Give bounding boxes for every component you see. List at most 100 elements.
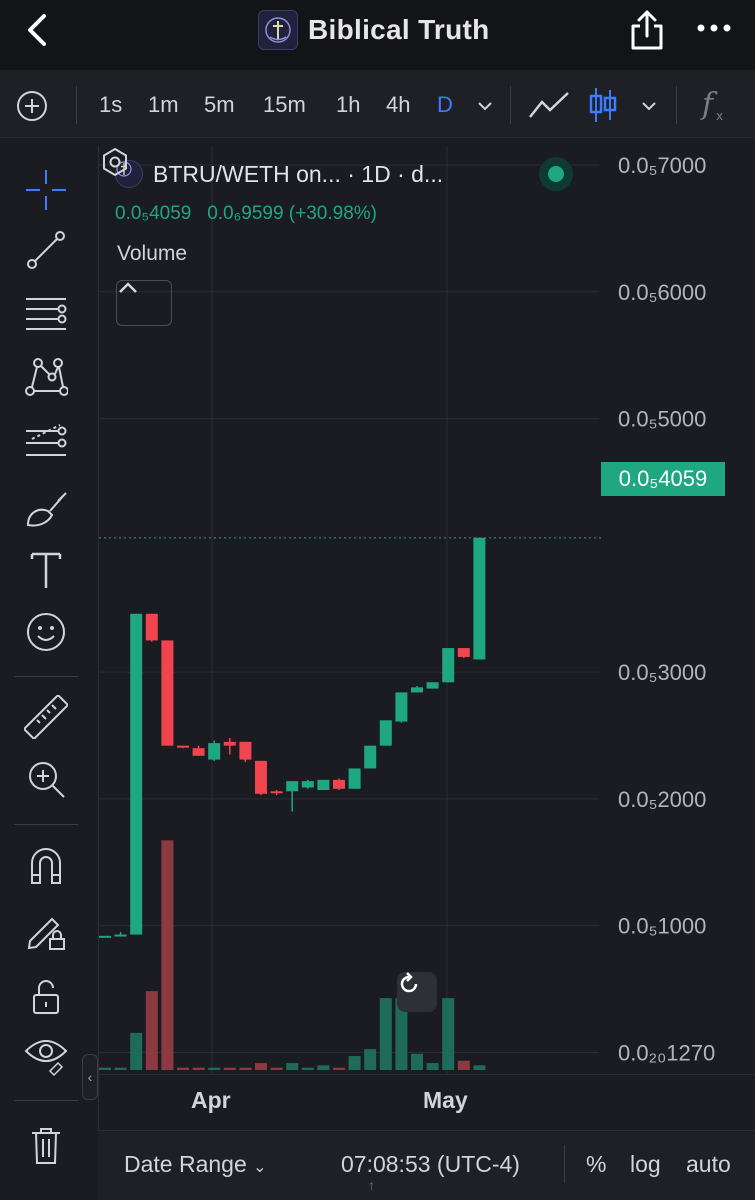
share-icon[interactable]: [628, 8, 666, 52]
ohlc-readout: 0.0₅4059 0.0₆9599 (+30.98%): [115, 203, 377, 225]
candle-body: [473, 537, 486, 660]
crosshair-icon[interactable]: [21, 165, 71, 215]
toolbar-separator: [510, 86, 511, 124]
eye-icon[interactable]: [21, 1030, 71, 1080]
interval-d[interactable]: D: [437, 92, 453, 117]
candle-body: [379, 720, 392, 746]
volume-bar: [317, 1065, 330, 1070]
candle-body: [161, 640, 174, 746]
candle-body: [99, 935, 111, 938]
volume-bar: [364, 1049, 377, 1070]
y-tick-label: 0.0₅1000: [618, 914, 706, 939]
trash-icon[interactable]: [21, 1120, 71, 1170]
date-range-button[interactable]: Date Range ⌄: [124, 1151, 267, 1178]
interval-15m[interactable]: 15m: [263, 92, 306, 117]
candles-icon[interactable]: [588, 86, 618, 124]
trend-line-icon[interactable]: [21, 225, 71, 275]
more-horizontal-icon[interactable]: [696, 16, 732, 40]
candle-body: [301, 781, 314, 788]
date-range-label: Date Range: [124, 1151, 247, 1177]
volume-bar: [301, 1067, 314, 1070]
unlock-icon[interactable]: [21, 972, 71, 1022]
toolbar-separator: [76, 86, 77, 124]
lock-drawings-icon[interactable]: [21, 906, 71, 956]
chevron-down-icon[interactable]: [476, 100, 494, 112]
zoom-icon[interactable]: [21, 754, 71, 804]
volume-bar: [395, 998, 408, 1070]
page-title-group[interactable]: Biblical Truth: [258, 10, 490, 50]
brush-icon[interactable]: [21, 484, 71, 534]
volume-label[interactable]: Volume: [117, 242, 188, 265]
reset-chart-button[interactable]: [397, 972, 437, 1012]
volume-bar: [114, 1067, 127, 1070]
volume-bar: [270, 1067, 283, 1070]
candle-body: [130, 613, 143, 935]
ruler-icon[interactable]: [21, 692, 71, 742]
interval-1s[interactable]: 1s: [99, 92, 123, 117]
candle-body: [317, 779, 330, 791]
ohlc-close: 0.0₅4059: [115, 203, 192, 224]
log-toggle[interactable]: log: [630, 1151, 661, 1177]
price-chart[interactable]: 0.0₅7000 0.0₅6000 0.0₅5000 0.0₅3000 0.0₅2000…: [99, 146, 755, 1130]
volume-bar: [333, 1067, 345, 1070]
volume-bar: [379, 998, 392, 1070]
y-tick-label: 0.0₂₀1270: [618, 1040, 715, 1065]
line-chart-icon[interactable]: [528, 90, 570, 120]
interval-1m[interactable]: 1m: [148, 92, 179, 117]
chevron-down-icon: ⌄: [253, 1159, 267, 1176]
patterns-icon[interactable]: [21, 352, 71, 402]
collapse-legend-button[interactable]: [116, 280, 172, 326]
sidebar-collapse-tab[interactable]: ‹: [82, 1054, 98, 1100]
candle-body: [208, 743, 221, 760]
token-logo: [258, 10, 298, 50]
y-tick-label: 0.0₅3000: [618, 660, 706, 685]
volume-bar: [99, 1067, 111, 1070]
chevron-left-icon[interactable]: [22, 12, 52, 48]
chart-area[interactable]: 0.0₅7000 0.0₅6000 0.0₅5000 0.0₅3000 0.0₅2000…: [98, 146, 755, 1130]
arrow-up-icon: ↑: [368, 1177, 375, 1193]
text-icon[interactable]: [21, 545, 71, 595]
candle-body: [411, 687, 423, 693]
market-status-dot: [539, 157, 573, 191]
reset-icon: [400, 972, 418, 993]
volume-bar: [255, 1063, 267, 1070]
y-tick-label: 0.0₅2000: [618, 787, 706, 812]
x-tick-label: Apr: [191, 1087, 231, 1113]
interval-4h[interactable]: 4h: [386, 92, 411, 117]
percent-toggle[interactable]: %: [586, 1151, 607, 1177]
bottom-bar: Date Range ⌄ 07:08:53 (UTC-4) % log auto…: [98, 1130, 755, 1200]
candle-body: [457, 648, 470, 657]
volume-bar: [457, 1060, 470, 1070]
volume-bar: [130, 1032, 143, 1070]
candle-body: [223, 741, 236, 746]
fib-levels-icon[interactable]: [21, 290, 71, 340]
candle-body: [145, 613, 158, 641]
magnet-icon[interactable]: [21, 840, 71, 890]
volume-bar: [286, 1063, 299, 1070]
bottom-separator: [564, 1145, 565, 1183]
candle-body: [255, 760, 267, 794]
interval-1h[interactable]: 1h: [336, 92, 361, 117]
settings-icon[interactable]: [99, 146, 131, 178]
auto-toggle[interactable]: auto: [686, 1151, 731, 1177]
volume-bar: [348, 1056, 361, 1070]
forecasting-icon[interactable]: [21, 416, 71, 466]
add-circle-icon[interactable]: [16, 90, 48, 122]
top-bar: Biblical Truth: [0, 0, 755, 70]
candle-body: [270, 791, 283, 794]
y-tick-label: 0.0₅5000: [618, 407, 706, 432]
page-title: Biblical Truth: [308, 14, 490, 45]
emoji-icon[interactable]: [21, 607, 71, 657]
interval-5m[interactable]: 5m: [204, 92, 235, 117]
volume-bar: [145, 991, 158, 1070]
volume-bar: [223, 1067, 236, 1070]
last-price-tag: 0.0₅4059: [601, 462, 725, 496]
candle-body: [426, 682, 439, 689]
clock-time[interactable]: 07:08:53 (UTC-4): [341, 1151, 520, 1177]
symbol-title[interactable]: BTRU/WETH on... · 1D · d...: [153, 160, 444, 187]
volume-bar: [192, 1067, 205, 1070]
volume-bar: [239, 1067, 252, 1070]
chevron-down-icon[interactable]: [640, 100, 658, 112]
